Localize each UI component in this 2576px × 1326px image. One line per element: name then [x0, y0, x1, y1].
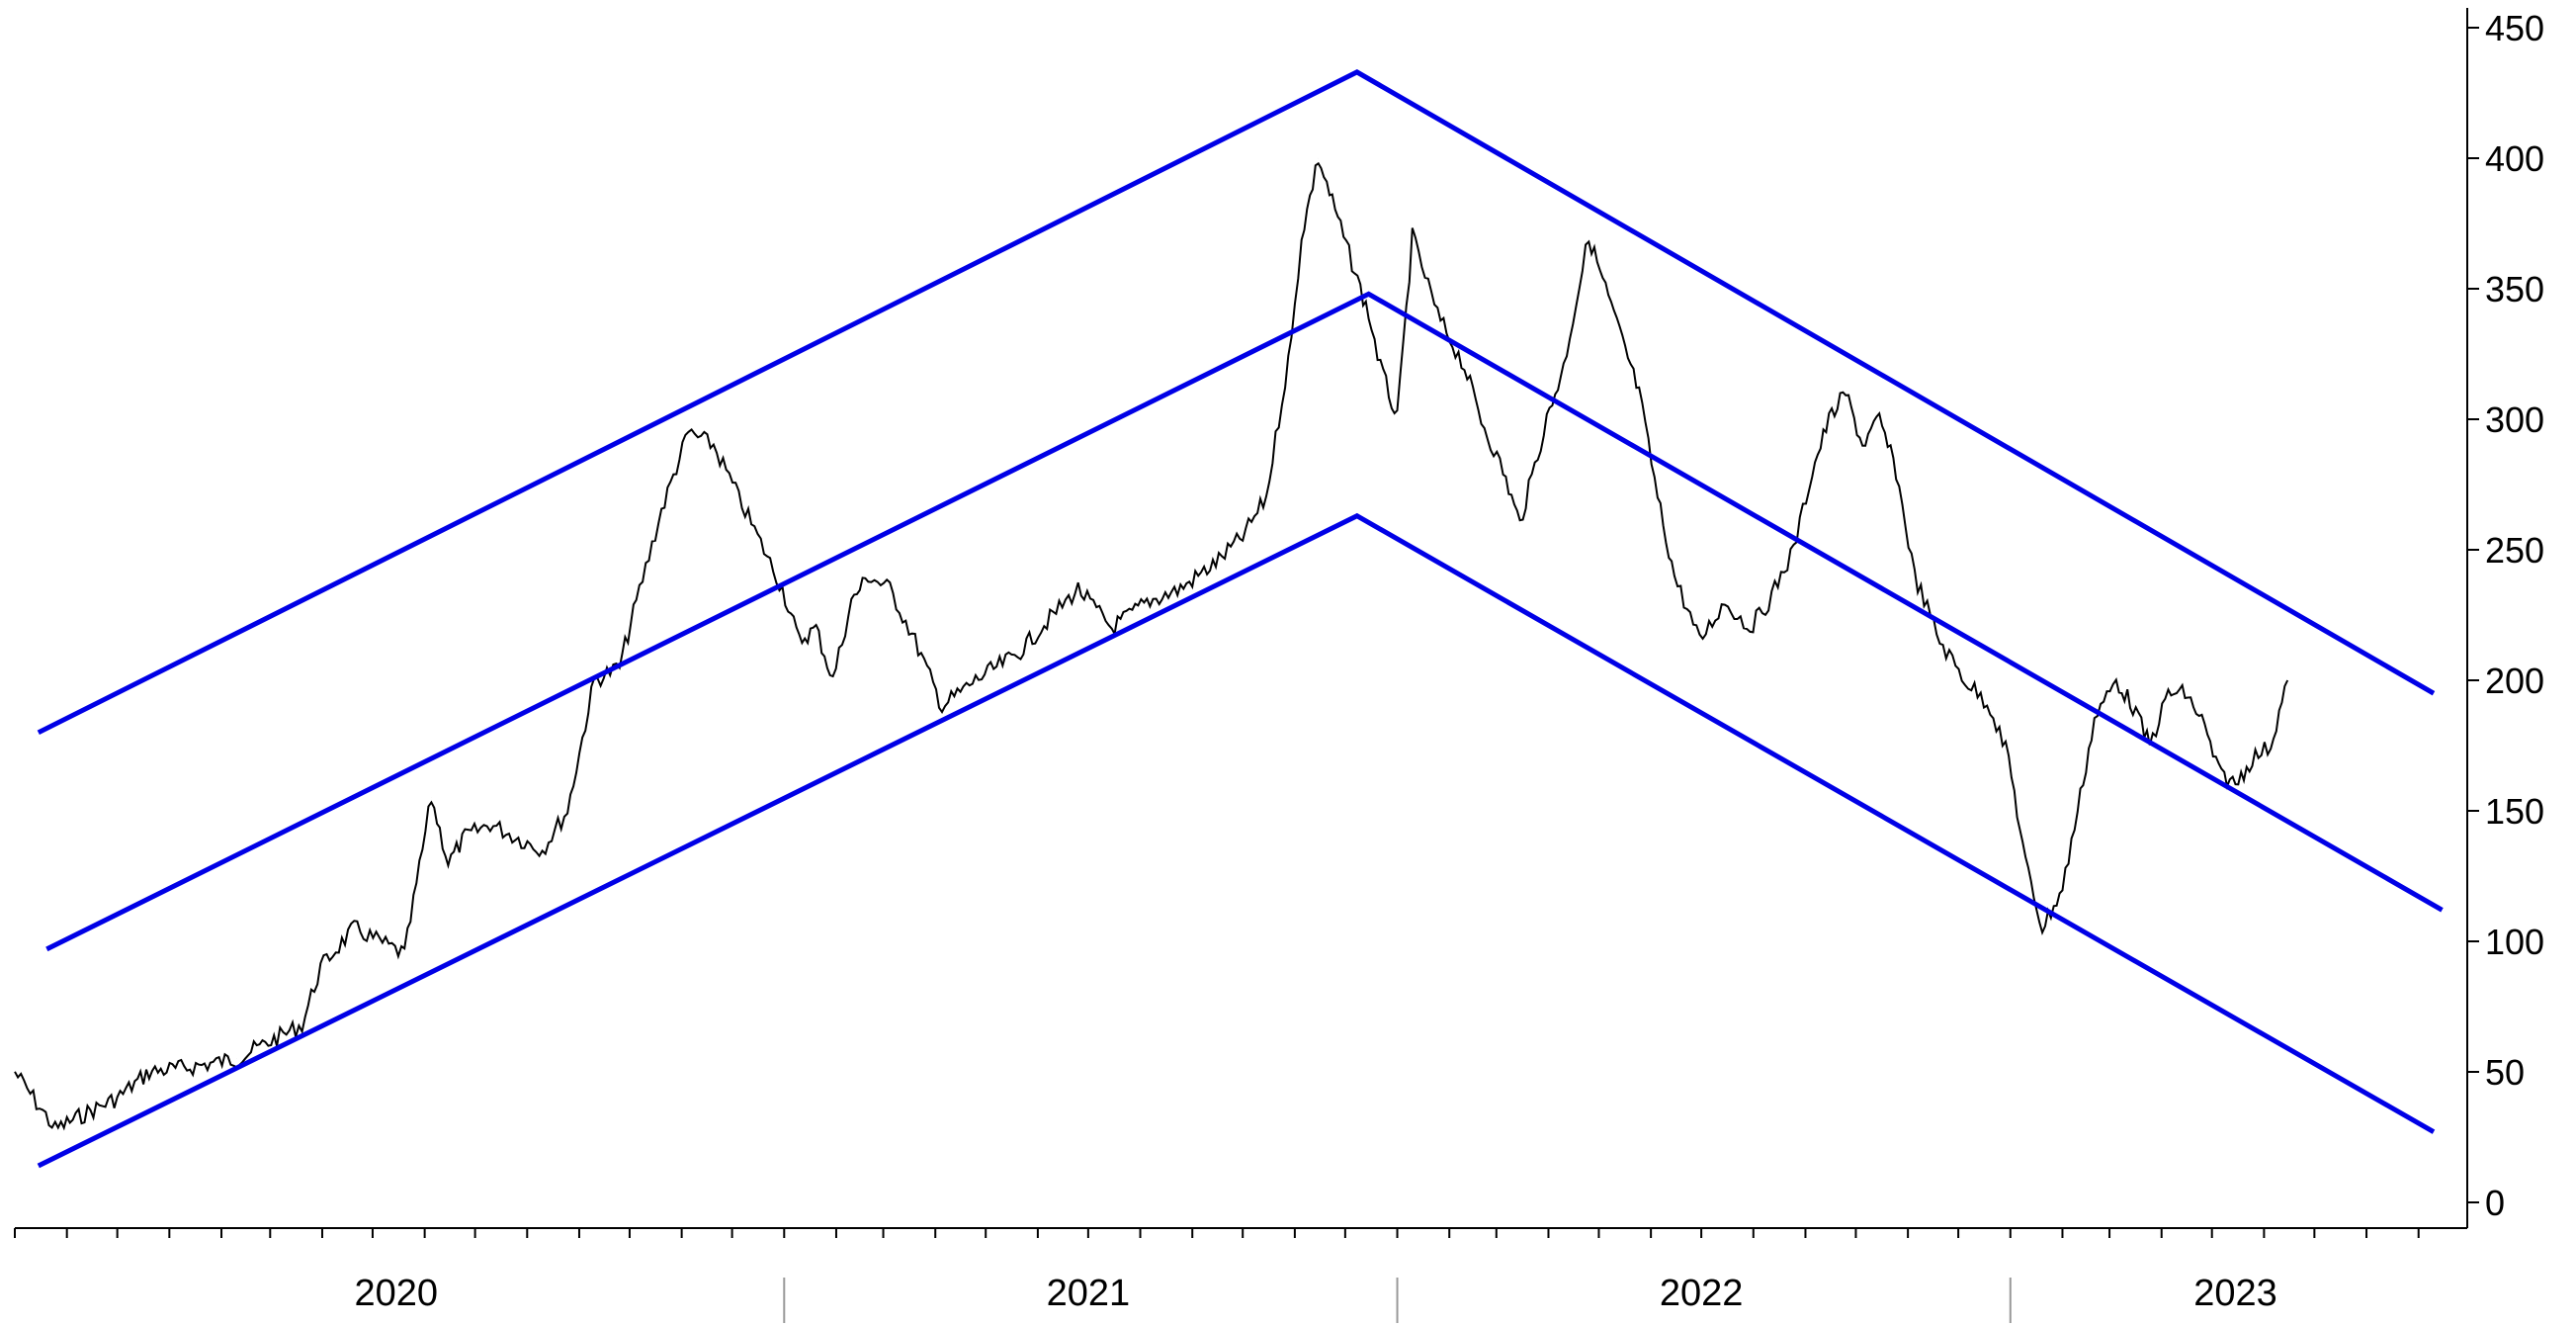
price-line [14, 161, 2289, 1131]
y-tick-label: 350 [2485, 269, 2544, 309]
x-year-label: 2023 [2193, 1273, 2277, 1314]
y-tick-label: 100 [2485, 922, 2544, 962]
channel-lines [37, 69, 2444, 1169]
x-year-label: 2020 [354, 1273, 438, 1314]
y-tick-label: 400 [2485, 138, 2544, 179]
channel-line-3 [37, 512, 2436, 1169]
channel-line-2 [45, 291, 2444, 952]
channel-line-1 [37, 69, 2436, 736]
y-tick-label: 50 [2485, 1052, 2525, 1093]
y-tick-label: 250 [2485, 530, 2544, 571]
y-tick-label: 300 [2485, 399, 2544, 440]
y-tick-label: 200 [2485, 661, 2544, 701]
y-tick-label: 150 [2485, 791, 2544, 832]
x-year-label: 2022 [1660, 1273, 1744, 1314]
y-tick-label: 0 [2485, 1183, 2505, 1223]
y-tick-label: 450 [2485, 8, 2544, 48]
axes: 0 50 100 150 200 250 300 350 400 450 2020 2021 2022 2… [14, 8, 2544, 1323]
price-series [14, 157, 2289, 1131]
x-year-label: 2021 [1047, 1273, 1131, 1314]
